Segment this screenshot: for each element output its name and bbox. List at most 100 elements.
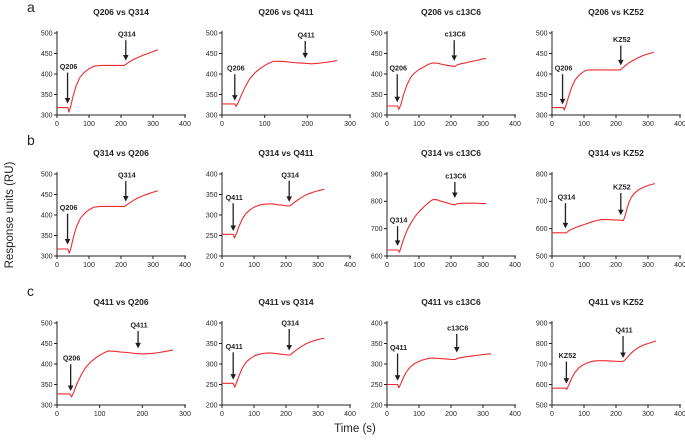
panel-q411-vs-kz52: Q411 vs KZ52 500 600 700 800 900 0 100 200 300 400… xyxy=(525,296,685,421)
sensorgram-plot: 300 350 400 450 500 0 100 200 300 400 Q206 KZ52 xyxy=(536,30,685,128)
response-curve xyxy=(552,51,654,111)
y-tick-label: 300 xyxy=(371,361,383,368)
arrow-head-icon xyxy=(394,240,401,246)
x-tick-label: 100 xyxy=(94,411,106,418)
y-tick-label: 400 xyxy=(371,71,383,78)
panel-title: Q206 vs Q411 xyxy=(258,7,314,17)
injection-label: Q206 xyxy=(227,64,245,73)
response-curve xyxy=(57,190,158,254)
panel-title: Q314 vs KZ52 xyxy=(588,148,644,158)
x-tick-label: 300 xyxy=(344,121,356,128)
injection-label: Q314 xyxy=(281,318,299,327)
injection-label: Q314 xyxy=(118,171,136,180)
injection-arrow-kz52: KZ52 xyxy=(559,351,576,384)
x-tick-label: 300 xyxy=(147,262,159,269)
y-tick-label: 400 xyxy=(206,71,218,78)
injection-arrow-q206: Q206 xyxy=(555,64,572,105)
x-tick-label: 100 xyxy=(578,411,590,418)
injection-label: c13C6 xyxy=(445,30,466,39)
x-tick-label: 0 xyxy=(220,411,224,418)
y-tick-label: 350 xyxy=(206,192,218,199)
arrow-head-icon xyxy=(452,192,458,199)
x-tick-label: 0 xyxy=(55,121,59,128)
x-tick-label: 300 xyxy=(179,411,191,418)
x-tick-label: 200 xyxy=(445,121,457,128)
panel-q411-vs-c13c6: Q411 vs c13C6 200 250 300 350 400 0 100 200 300 40… xyxy=(360,296,524,421)
x-tick-label: 400 xyxy=(674,121,685,128)
y-tick-label: 600 xyxy=(536,382,548,389)
x-tick-label: 200 xyxy=(301,121,313,128)
arrow-head-icon xyxy=(618,59,624,66)
panel-title: Q314 vs Q206 xyxy=(93,148,149,158)
panel-q411-vs-q206: Q411 vs Q206 300 350 400 450 500 0 100 200 300 Q20… xyxy=(30,296,194,421)
arrow-head-icon xyxy=(562,222,569,229)
y-tick-label: 500 xyxy=(536,253,548,260)
row-letter-c: c xyxy=(27,283,34,299)
y-tick-label: 350 xyxy=(41,233,53,240)
injection-label: Q314 xyxy=(118,30,136,39)
y-tick-label: 400 xyxy=(206,320,218,327)
x-tick-label: 100 xyxy=(413,262,425,269)
response-curve xyxy=(57,49,158,113)
x-tick-label: 100 xyxy=(578,121,590,128)
y-tick-label: 500 xyxy=(536,402,548,409)
y-tick-label: 350 xyxy=(41,382,53,389)
x-tick-label: 0 xyxy=(385,121,389,128)
response-curve xyxy=(387,353,492,389)
injection-arrow-q314: Q314 xyxy=(118,30,136,61)
injection-arrow-q411: Q411 xyxy=(226,193,243,231)
x-tick-label: 200 xyxy=(115,262,127,269)
panel-q206-vs-c13c6: Q206 vs c13C6 300 350 400 450 500 0 100 200 300 40… xyxy=(360,6,524,131)
y-tick-label: 350 xyxy=(371,92,383,99)
arrow-head-icon xyxy=(64,239,71,245)
injection-label: Q411 xyxy=(130,321,147,330)
x-tick-label: 0 xyxy=(55,411,59,418)
y-tick-label: 300 xyxy=(206,112,218,119)
injection-label: c13C6 xyxy=(445,171,466,180)
arrow-head-icon xyxy=(286,344,292,351)
chart-row-c: Q411 vs Q206 300 350 400 450 500 0 100 200 300 Q20… xyxy=(30,296,685,421)
chart-row-b: Q314 vs Q206 300 350 400 450 500 0 100 200 300 400… xyxy=(30,147,685,272)
panel-q206-vs-q314: Q206 vs Q314 300 350 400 450 500 0 100 200 300 400… xyxy=(30,6,194,131)
response-curve xyxy=(57,349,174,398)
x-tick-label: 100 xyxy=(578,262,590,269)
injection-arrow-q206: Q206 xyxy=(63,354,80,392)
y-tick-label: 800 xyxy=(536,171,548,178)
row-letter-a: a xyxy=(27,0,35,15)
injection-arrow-q411: Q411 xyxy=(390,343,407,381)
sensorgram-plot: 300 350 400 450 500 0 100 200 300 400 Q206 Q314 xyxy=(41,30,191,128)
injection-arrow-kz52: KZ52 xyxy=(613,35,631,66)
sensorgram-plot: 500 600 700 800 900 0 100 200 300 400 KZ52 Q411 xyxy=(536,320,685,418)
y-tick-label: 400 xyxy=(41,212,53,219)
chart-row-a: Q206 vs Q314 300 350 400 450 500 0 100 200 300 400… xyxy=(30,6,685,131)
y-tick-label: 200 xyxy=(206,402,218,409)
arrow-head-icon xyxy=(123,54,129,61)
y-tick-label: 900 xyxy=(371,171,383,178)
response-curve xyxy=(222,59,338,107)
injection-arrow-c13c6: c13C6 xyxy=(445,30,466,61)
x-tick-label: 200 xyxy=(280,262,292,269)
injection-arrow-kz52: KZ52 xyxy=(613,183,631,216)
x-tick-label: 200 xyxy=(445,262,457,269)
y-tick-label: 200 xyxy=(206,253,218,260)
y-tick-label: 700 xyxy=(536,199,548,206)
x-tick-label: 100 xyxy=(413,411,425,418)
arrow-head-icon xyxy=(559,98,566,105)
injection-label: KZ52 xyxy=(613,183,631,192)
sensorgram-plot: 500 600 700 800 0 100 200 300 400 Q314 KZ52 xyxy=(536,171,685,269)
panel-q314-vs-kz52: Q314 vs KZ52 500 600 700 800 0 100 200 300 400 Q31… xyxy=(525,147,685,272)
arrow-head-icon xyxy=(618,209,624,216)
injection-label: Q411 xyxy=(298,31,315,40)
x-tick-label: 400 xyxy=(344,411,356,418)
arrow-head-icon xyxy=(302,52,308,59)
arrow-head-icon xyxy=(64,98,71,104)
y-tick-label: 700 xyxy=(371,226,383,233)
x-tick-label: 400 xyxy=(179,121,191,128)
injection-label: KZ52 xyxy=(613,35,631,44)
y-tick-label: 400 xyxy=(206,171,218,178)
injection-arrow-q206: Q206 xyxy=(60,203,77,245)
arrow-head-icon xyxy=(123,195,129,202)
x-tick-label: 100 xyxy=(413,121,425,128)
injection-label: Q411 xyxy=(226,342,243,351)
sensorgram-plot: 600 700 800 900 0 100 200 300 400 Q314 c13C6 xyxy=(371,171,521,269)
